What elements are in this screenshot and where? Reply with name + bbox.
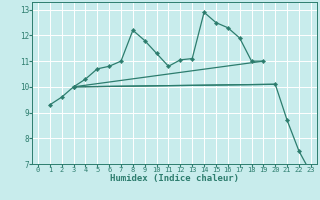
X-axis label: Humidex (Indice chaleur): Humidex (Indice chaleur) bbox=[110, 174, 239, 183]
